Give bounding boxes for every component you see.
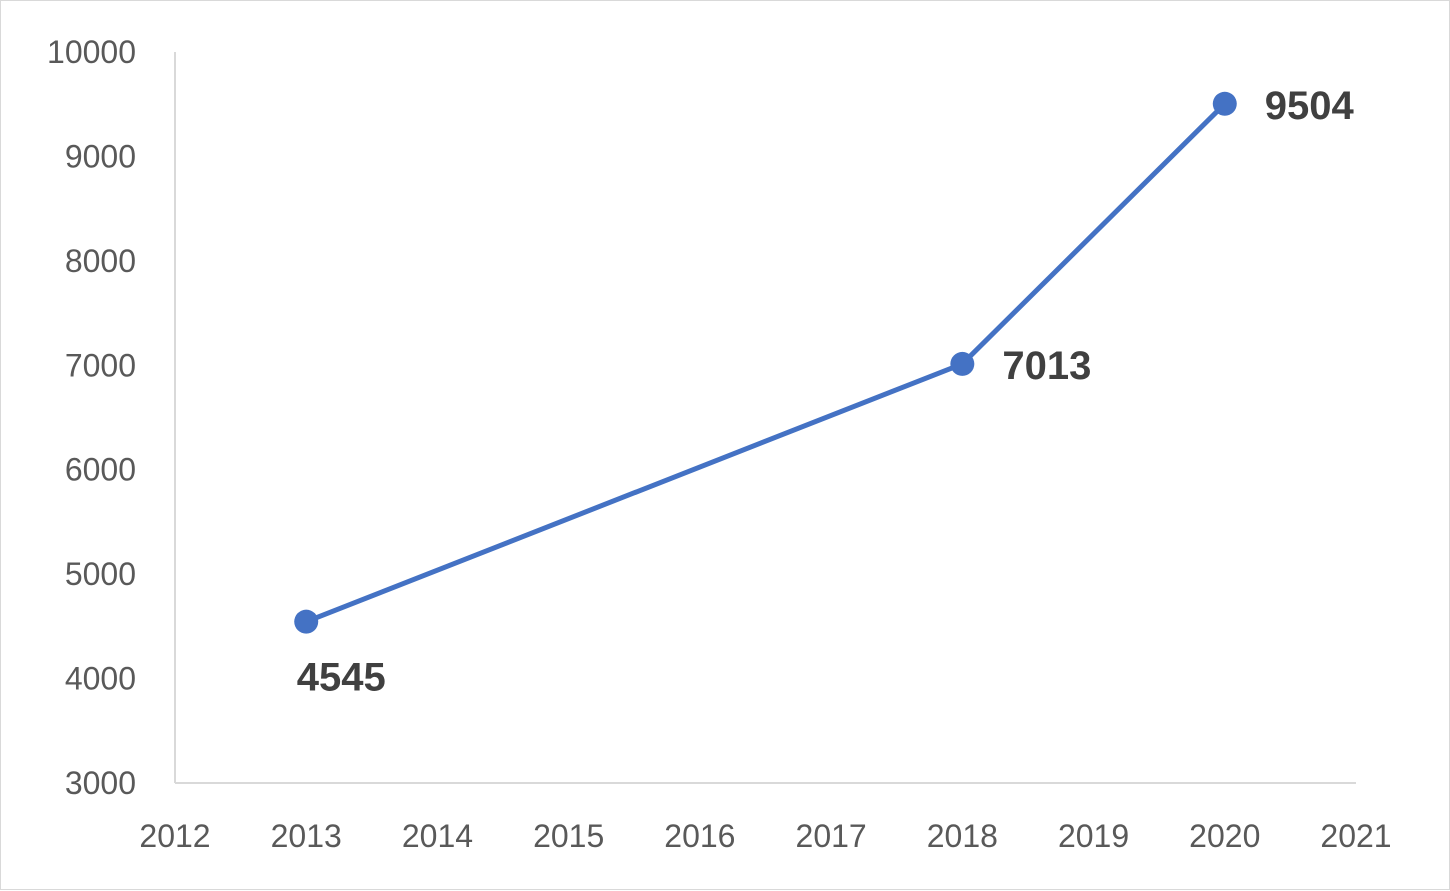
x-tick-label: 2012 (139, 818, 210, 854)
y-tick-label: 7000 (65, 347, 136, 383)
y-tick-label: 4000 (65, 661, 136, 697)
y-tick-label: 6000 (65, 452, 136, 488)
x-tick-label: 2021 (1320, 818, 1391, 854)
data-label: 9504 (1265, 84, 1355, 128)
data-point (294, 609, 319, 634)
x-tick-label: 2016 (664, 818, 735, 854)
y-tick-label: 9000 (65, 138, 136, 174)
x-tick-label: 2019 (1058, 818, 1129, 854)
x-tick-label: 2014 (402, 818, 473, 854)
data-label: 7013 (1002, 344, 1091, 388)
y-tick-label: 10000 (47, 34, 136, 70)
x-tick-label: 2013 (271, 818, 342, 854)
x-tick-label: 2015 (533, 818, 604, 854)
data-point (950, 351, 975, 376)
data-label: 4545 (297, 656, 386, 700)
y-tick-label: 3000 (65, 765, 136, 801)
y-tick-label: 8000 (65, 243, 136, 279)
x-tick-label: 2018 (927, 818, 998, 854)
y-tick-label: 5000 (65, 556, 136, 592)
data-point (1212, 91, 1237, 116)
x-tick-label: 2020 (1189, 818, 1260, 854)
x-tick-label: 2017 (796, 818, 867, 854)
